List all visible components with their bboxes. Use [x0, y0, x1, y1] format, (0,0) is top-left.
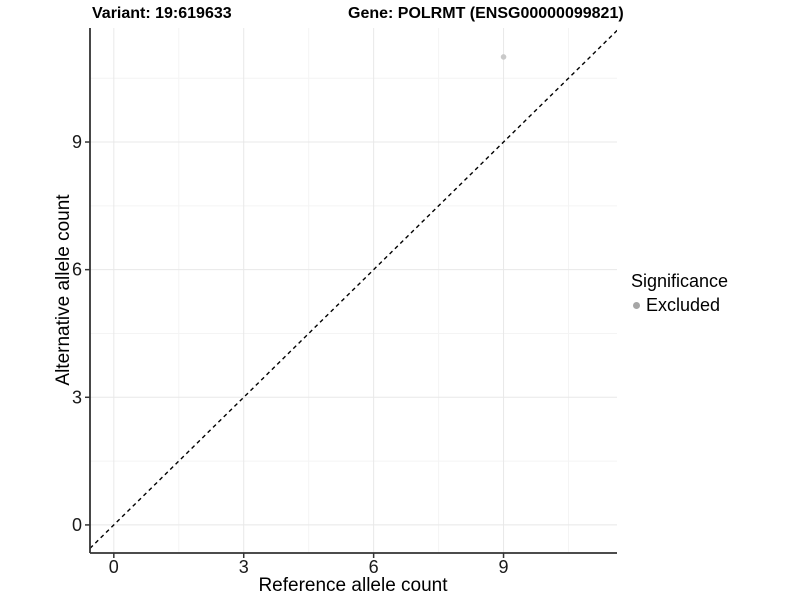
legend-entry-excluded: Excluded: [633, 295, 728, 316]
x-tick-label: 6: [369, 557, 379, 577]
legend-title: Significance: [631, 271, 729, 291]
y-tick-label: 6: [72, 260, 82, 280]
identity-reference-line: [90, 29, 617, 549]
x-tick-label: 9: [499, 557, 509, 577]
y-tick-label: 3: [72, 387, 82, 407]
x-tick-label: 3: [239, 557, 249, 577]
excluded-point-icon: [633, 302, 640, 309]
legend: Significance Excluded: [631, 271, 728, 316]
variant-title: Variant: 19:619633: [92, 5, 232, 22]
y-axis-label: Alternative allele count: [53, 194, 74, 386]
x-axis-label: Reference allele count: [258, 575, 448, 596]
x-tick-label: 0: [109, 557, 119, 577]
legend-entry-label: Excluded: [646, 295, 721, 315]
data-point: [500, 54, 507, 60]
y-tick-label: 9: [72, 132, 82, 152]
gene-title: Gene: POLRMT (ENSG00000099821): [348, 5, 624, 22]
y-tick-label: 0: [72, 515, 82, 535]
